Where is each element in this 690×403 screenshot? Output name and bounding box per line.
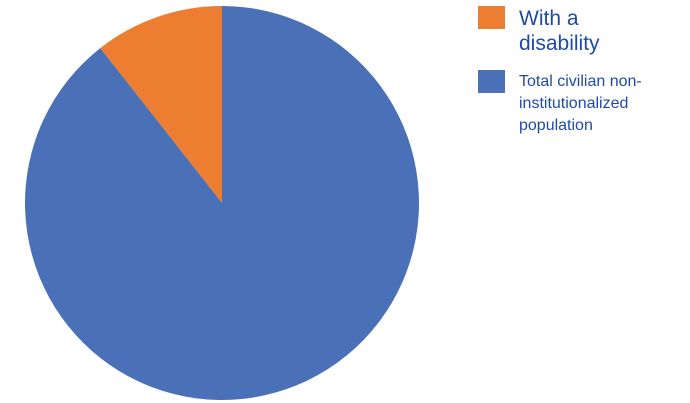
pie-slice-total-civilian-non-institutionalized-population <box>24 6 419 400</box>
pie-chart <box>24 6 419 400</box>
legend-label-with-a-disability: With a disability <box>519 7 600 55</box>
legend-swatch-with-a-disability <box>478 6 505 29</box>
legend-swatch-total-population <box>478 70 505 93</box>
legend-label-total-population: Total civilian non-institutionalized pop… <box>519 73 642 134</box>
pie-slice-with-a-disability <box>100 6 222 203</box>
